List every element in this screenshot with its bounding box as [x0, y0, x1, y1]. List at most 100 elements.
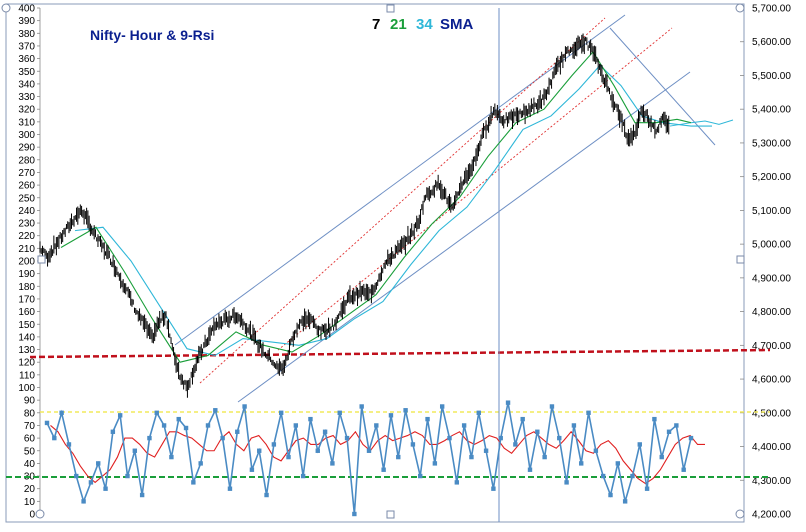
left-tick-label: 340 [18, 79, 35, 90]
rsi-point [586, 410, 591, 415]
handle-bottom-left[interactable] [35, 509, 45, 519]
right-tick-label: 5,700.00 [752, 4, 791, 15]
rsi-point [293, 423, 299, 428]
price-series [39, 33, 670, 398]
rsi-point [235, 429, 240, 434]
rsi-point [286, 454, 291, 460]
left-tick-label: 330 [18, 92, 35, 103]
rsi-point [352, 511, 357, 517]
rsi-point [564, 480, 569, 485]
rsi-point [454, 480, 460, 485]
rsi-point [213, 408, 218, 413]
rsi-point [652, 416, 657, 422]
sma-34-line [74, 64, 712, 357]
handle-bottom-right[interactable] [735, 509, 745, 519]
left-tick-label: 390 [18, 16, 35, 27]
left-tick-label: 60 [24, 434, 36, 445]
rsi-point [439, 404, 445, 409]
rsi-point [637, 442, 642, 447]
right-tick-label: 4,600.00 [752, 375, 791, 386]
rsi-point [600, 473, 606, 479]
sma-34-series [74, 64, 734, 357]
handle-top-middle[interactable] [386, 4, 395, 13]
rsi-point [249, 467, 255, 472]
rsi-point [183, 425, 189, 431]
right-tick-label: 5,400.00 [752, 105, 791, 116]
rsi-point [344, 435, 350, 441]
support-line [29, 348, 771, 359]
rsi-point [88, 480, 94, 485]
left-tick-label: 310 [18, 117, 35, 128]
rsi-point [549, 404, 555, 409]
left-tick-label: 320 [18, 105, 35, 116]
left-tick-label: 150 [18, 320, 35, 331]
rsi-point [483, 448, 489, 453]
rsi-point [242, 404, 247, 409]
rsi-point [278, 410, 284, 415]
rsi-point [74, 473, 79, 479]
handle-bottom-middle[interactable] [386, 510, 395, 519]
rsi-point [198, 461, 203, 466]
rsi-point [674, 423, 679, 428]
rsi-point [403, 408, 408, 413]
left-tick-label: 180 [18, 282, 35, 293]
rsi-point [132, 448, 138, 453]
rsi-point [381, 467, 386, 472]
rsi-point [432, 461, 438, 466]
rsi-point [125, 473, 130, 479]
left-tick-label: 10 [24, 497, 36, 508]
left-tick-label: 20 [24, 484, 36, 495]
left-tick-label: 290 [18, 143, 35, 154]
sma-34-projection [669, 119, 734, 127]
rsi-point [366, 448, 372, 453]
right-tick-label: 4,900.00 [752, 273, 791, 284]
rsi-point [469, 454, 474, 460]
rsi-point [527, 467, 533, 472]
rsi-point [535, 429, 540, 434]
handle-left-middle[interactable] [37, 255, 46, 264]
left-tick-label: 240 [18, 206, 35, 217]
rsi-point [557, 435, 562, 441]
rsi-point [410, 442, 416, 447]
rsi-point [271, 442, 277, 447]
channel-upper-line [174, 14, 626, 346]
rsi-point [608, 492, 613, 498]
left-tick-label: 300 [18, 130, 35, 141]
rsi-point [59, 410, 64, 415]
rsi-point [161, 423, 167, 428]
left-tick-label: 220 [18, 231, 35, 242]
rsi-point [191, 480, 196, 485]
rsi-point [330, 461, 335, 466]
rsi-point [337, 410, 342, 415]
handle-right-middle[interactable] [736, 255, 745, 264]
annotations [6, 8, 771, 522]
selection-handles[interactable] [1, 3, 745, 519]
rsi-point [681, 467, 686, 472]
right-tick-label: 4,200.00 [752, 510, 791, 521]
rsi-point [147, 435, 152, 441]
right-tick-label: 5,100.00 [752, 206, 791, 217]
rsi-point [374, 423, 379, 428]
rsi-point [418, 473, 423, 479]
rsi-series [44, 400, 694, 517]
rsi-point [322, 429, 328, 434]
rsi-point [103, 486, 108, 491]
handle-top-left[interactable] [1, 3, 11, 13]
right-tick-label: 5,300.00 [752, 138, 791, 149]
rsi-point [630, 473, 635, 479]
rsi-point [308, 416, 313, 422]
handle-top-right[interactable] [735, 3, 745, 13]
downtrend-line [609, 27, 716, 146]
chart-title: Nifty- Hour & 9-Rsi [90, 27, 214, 43]
left-tick-label: 40 [24, 459, 36, 470]
rsi-point [688, 435, 694, 441]
channel-mid-upper-line [199, 17, 606, 384]
left-tick-label: 120 [18, 358, 35, 369]
right-tick-label: 4,500.00 [752, 408, 791, 419]
rsi-point [139, 492, 145, 498]
left-tick-label: 0 [29, 510, 35, 521]
left-tick-label: 70 [24, 421, 36, 432]
left-tick-label: 230 [18, 219, 35, 230]
rsi-point [491, 486, 496, 491]
rsi-point [315, 448, 320, 453]
